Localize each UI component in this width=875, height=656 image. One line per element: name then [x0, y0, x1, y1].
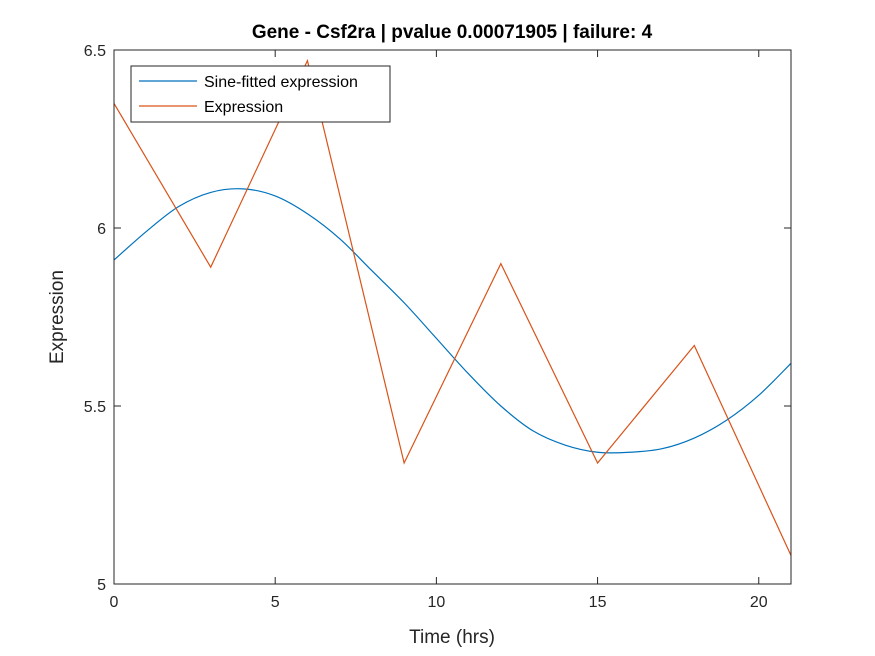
x-tick-label: 5	[271, 594, 280, 611]
legend: Sine-fitted expression Expression	[130, 65, 391, 123]
x-tick-label: 20	[750, 594, 768, 611]
legend-box	[130, 65, 391, 123]
x-tick-label: 15	[589, 594, 607, 611]
legend-label-expression: Expression	[204, 99, 283, 116]
series-line-sine-fitted-expression	[113, 188, 792, 454]
legend-label-sine-fitted: Sine-fitted expression	[204, 74, 358, 91]
y-tick-label: 6	[97, 221, 106, 238]
y-tick-label: 6.5	[84, 43, 106, 60]
x-tick-label: 0	[110, 594, 119, 611]
plot-area	[114, 50, 791, 584]
y-axis-label: Expression	[47, 270, 68, 364]
x-axis-label: Time (hrs)	[409, 627, 495, 648]
y-tick-label: 5.5	[84, 399, 106, 416]
x-tick-label: 10	[427, 594, 445, 611]
chart-title: Gene - Csf2ra | pvalue 0.00071905 | fail…	[252, 22, 653, 43]
y-tick-label: 5	[97, 577, 106, 594]
series-line-expression	[113, 58, 792, 556]
series-layer	[113, 58, 792, 556]
axes-box	[113, 49, 792, 585]
